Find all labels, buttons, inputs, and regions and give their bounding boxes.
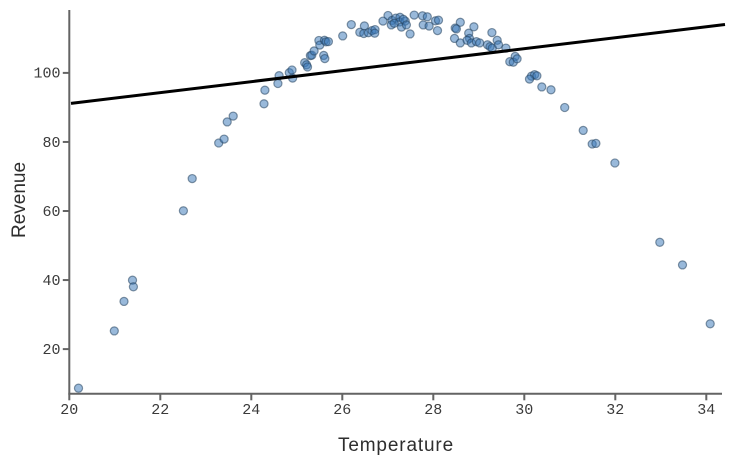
- svg-text:24: 24: [242, 402, 260, 419]
- svg-text:30: 30: [515, 402, 533, 419]
- svg-text:40: 40: [42, 273, 60, 290]
- svg-text:80: 80: [42, 135, 60, 152]
- svg-text:Temperature: Temperature: [338, 435, 454, 456]
- svg-text:32: 32: [606, 402, 624, 419]
- svg-text:26: 26: [333, 402, 351, 419]
- svg-text:22: 22: [151, 402, 169, 419]
- svg-text:60: 60: [42, 204, 60, 221]
- svg-text:100: 100: [33, 66, 60, 83]
- svg-text:34: 34: [697, 402, 715, 419]
- svg-text:20: 20: [42, 342, 60, 359]
- svg-text:Revenue: Revenue: [9, 162, 30, 238]
- svg-text:20: 20: [60, 402, 78, 419]
- svg-text:28: 28: [424, 402, 442, 419]
